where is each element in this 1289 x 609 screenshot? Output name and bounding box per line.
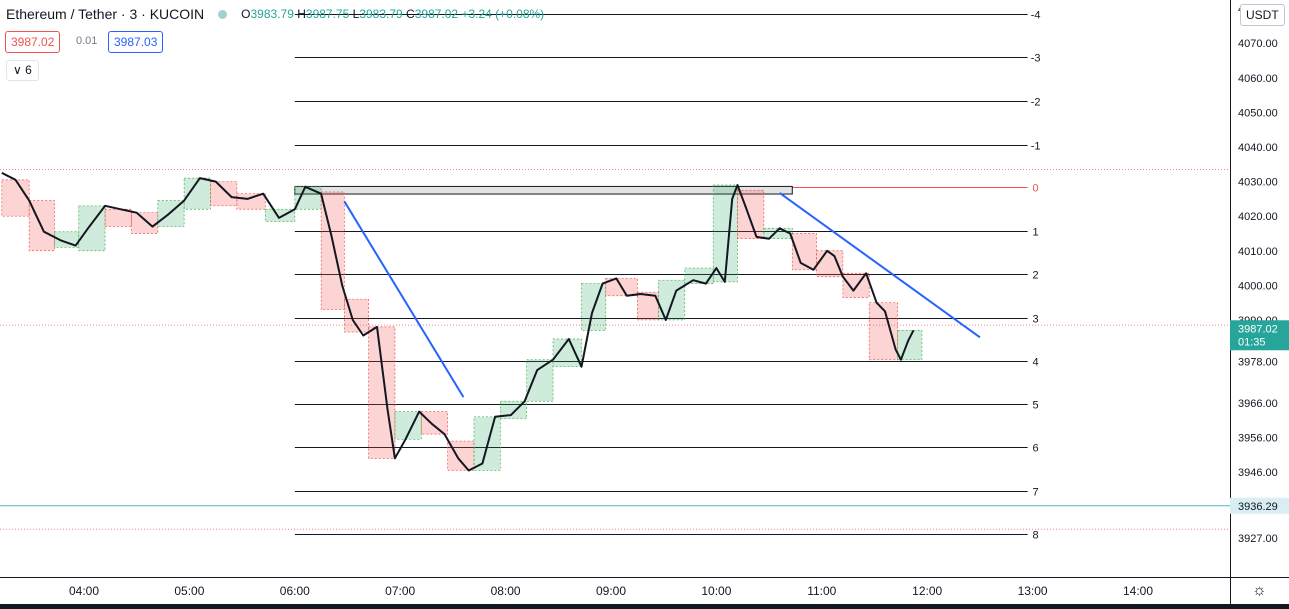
- symbol-title[interactable]: Ethereum / Tether · 3 · KUCOIN: [6, 6, 205, 22]
- up-box: [526, 359, 554, 402]
- fib-level-label: 3: [1033, 314, 1039, 326]
- x-tick-label: 14:00: [1123, 584, 1153, 598]
- y-tick-label: 4060.00: [1238, 73, 1278, 85]
- fib-extension-levels: -4 -3 -2 -1 0 1 2 3 4 5 6 7 8: [294, 10, 1041, 542]
- sell-price-button[interactable]: 3987.02: [5, 31, 61, 53]
- ohlc-close: C3987.02: [406, 7, 459, 21]
- x-tick-label: 13:00: [1018, 584, 1048, 598]
- bottom-bar: [0, 604, 1289, 609]
- resistance-zone[interactable]: [294, 185, 793, 195]
- resistance-zone-rect: [294, 185, 793, 195]
- y-tick-label: 3978.00: [1238, 356, 1278, 368]
- fib-level-label: 4: [1033, 357, 1039, 369]
- current-price-label: 3987.02: [1238, 323, 1278, 335]
- fib-level-label: 7: [1033, 487, 1039, 499]
- spread-value: 0.01: [76, 35, 98, 47]
- down-box: [131, 212, 159, 234]
- down-box: [104, 208, 132, 227]
- y-axis-ticks: 4080.004070.004060.004050.004040.004030.…: [1238, 4, 1278, 545]
- up-box: [581, 283, 607, 331]
- x-tick-label: 12:00: [912, 584, 942, 598]
- trendline: [779, 192, 981, 339]
- fib-level-label: 8: [1033, 530, 1039, 542]
- buy-price-button[interactable]: 3987.03: [108, 31, 164, 53]
- fib-level-label: -1: [1031, 141, 1041, 153]
- market-status-icon: [218, 9, 228, 19]
- fib-level-label: 0: [1033, 183, 1039, 195]
- horizontal-line-label: 3936.29: [1238, 501, 1278, 513]
- ohlc-readout: O3983.79 H3987.75 L3983.79 C3987.02 +3.2…: [241, 7, 544, 21]
- y-tick-label: 3946.00: [1238, 467, 1278, 479]
- y-tick-label: 4070.00: [1238, 38, 1278, 50]
- dotted-price-levels: [0, 168, 1230, 530]
- fib-level-label: -4: [1031, 10, 1041, 22]
- x-tick-label: 06:00: [280, 584, 310, 598]
- ohlc-change: +3.24 (+0.08%): [461, 7, 545, 21]
- down-box: [210, 181, 238, 207]
- down-box: [368, 326, 396, 459]
- chart-header: Ethereum / Tether · 3 · KUCOIN O3983.79 …: [6, 6, 544, 22]
- ohlc-low: L3983.79: [352, 7, 403, 21]
- down-box: [791, 233, 817, 271]
- down-box: [816, 250, 844, 278]
- y-tick-label: 3966.00: [1238, 398, 1278, 410]
- countdown-label: 01:35: [1238, 336, 1266, 348]
- up-box: [897, 329, 923, 361]
- trendline: [343, 200, 465, 398]
- up-box: [684, 267, 714, 284]
- down-box: [236, 193, 266, 210]
- horizontal-line-badge: [1230, 497, 1289, 514]
- y-tick-label: 4010.00: [1238, 246, 1278, 258]
- x-tick-label: 11:00: [807, 584, 836, 598]
- x-axis-ticks: 04:00 05:00 06:00 07:00 08:00 09:00 10:00 11:00…: [69, 584, 1153, 598]
- x-tick-label: 10:00: [701, 584, 731, 598]
- ohlc-open: O3983.79: [241, 7, 294, 21]
- up-box: [78, 205, 106, 252]
- x-tick-label: 09:00: [596, 584, 626, 598]
- ohlc-high: H3987.75: [297, 7, 350, 21]
- current-price-badge: [1230, 320, 1289, 351]
- currency-button[interactable]: USDT: [1240, 4, 1285, 26]
- gear-icon[interactable]: ☼: [1252, 582, 1267, 599]
- down-box: [420, 411, 448, 435]
- y-tick-label: 4050.00: [1238, 107, 1278, 119]
- y-tick-label: 3956.00: [1238, 433, 1278, 445]
- trendlines[interactable]: [343, 192, 981, 398]
- fib-level-label: -3: [1031, 53, 1041, 65]
- x-tick-label: 04:00: [69, 584, 99, 598]
- x-tick-label: 07:00: [385, 584, 415, 598]
- y-tick-label: 3927.00: [1238, 533, 1278, 545]
- down-box: [1, 179, 30, 217]
- fib-level-label: 1: [1033, 227, 1039, 239]
- price-path: [1, 172, 915, 472]
- y-tick-label: 4020.00: [1238, 211, 1278, 223]
- indicators-toggle[interactable]: ∨ 6: [6, 60, 39, 81]
- heikin-ashi-boxes: [1, 177, 923, 471]
- up-box: [473, 416, 501, 471]
- fib-level-label: -2: [1031, 97, 1041, 109]
- y-tick-label: 4000.00: [1238, 280, 1278, 292]
- x-tick-label: 05:00: [174, 584, 204, 598]
- down-box: [636, 291, 659, 321]
- price-line: [1, 172, 915, 472]
- y-tick-label: 4040.00: [1238, 142, 1278, 154]
- fib-level-label: 2: [1033, 270, 1039, 282]
- up-box: [294, 186, 322, 210]
- y-tick-label: 4030.00: [1238, 177, 1278, 189]
- x-tick-label: 08:00: [491, 584, 521, 598]
- fib-level-label: 6: [1033, 443, 1039, 455]
- down-box: [868, 302, 899, 361]
- fib-level-label: 5: [1033, 400, 1039, 412]
- indicator-count: 6: [25, 63, 32, 77]
- chevron-down-icon: ∨: [13, 63, 22, 77]
